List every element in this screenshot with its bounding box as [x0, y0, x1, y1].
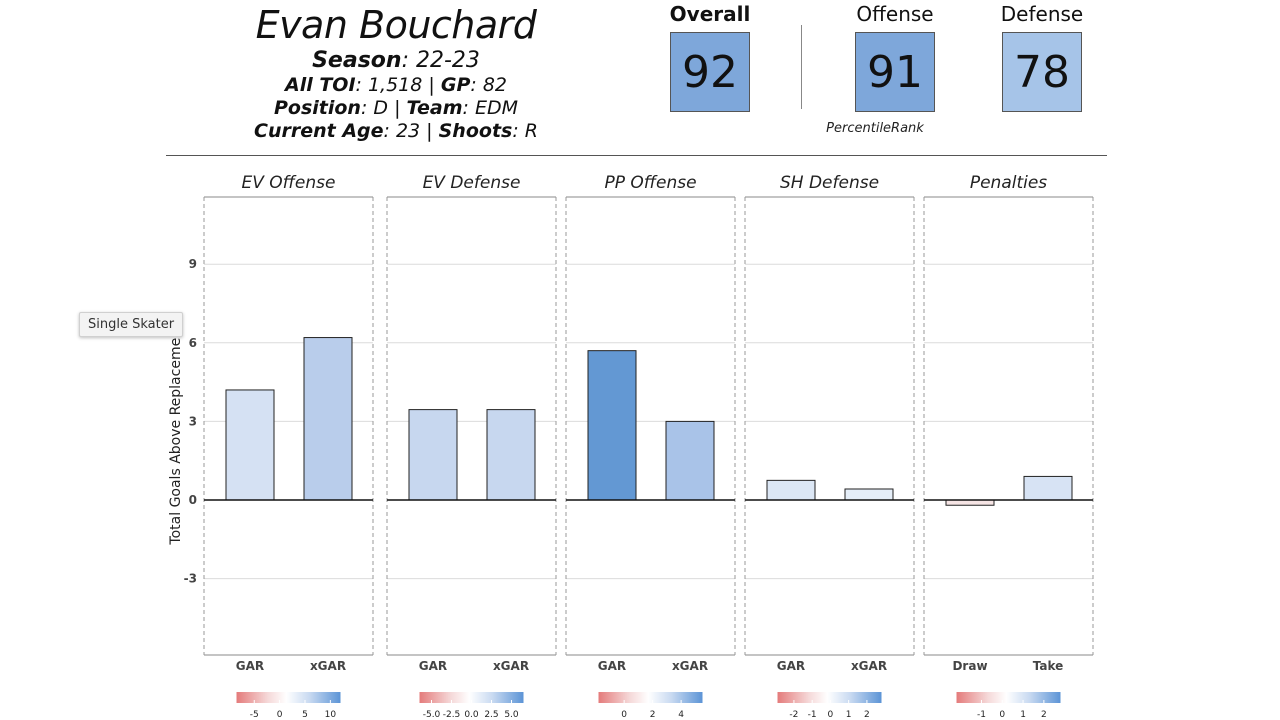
season-key: Season: [312, 48, 402, 73]
single-skater-tooltip: Single Skater: [79, 312, 184, 337]
legend-tick-label: -5.0: [423, 710, 441, 720]
offense-rating: Offense 91: [840, 0, 950, 112]
player-name: Evan Bouchard: [255, 3, 537, 47]
panel-title: EV Offense: [242, 173, 336, 193]
x-tick-label: xGAR: [310, 659, 346, 673]
position-line: Position: D | Team: EDM: [216, 97, 576, 120]
gp-key: GP: [440, 74, 471, 96]
shoots-value: : R: [512, 120, 538, 142]
legend-tick-label: 10: [325, 710, 337, 720]
toi-key: All TOI: [284, 74, 356, 96]
overall-label: Overall: [669, 2, 751, 26]
x-tick-label: GAR: [777, 659, 805, 673]
season-line: Season: 22-23: [216, 48, 576, 74]
x-tick-label: xGAR: [493, 659, 529, 673]
bar-xgar: [303, 337, 353, 501]
x-tick-label: GAR: [236, 659, 264, 673]
bar-xgar: [486, 409, 536, 501]
color-legend-bar: [236, 692, 341, 703]
y-tick-label: 3: [189, 414, 197, 428]
legend-tick-label: -2: [789, 710, 798, 720]
panel-title: PP Offense: [604, 173, 696, 193]
season-value: : 22-23: [401, 48, 480, 73]
bar-gar: [408, 409, 458, 501]
legend-tick-label: 2: [864, 710, 870, 720]
defense-rating: Defense 78: [987, 0, 1097, 112]
offense-score-box: 91: [855, 32, 935, 112]
legend-tick-label: -5: [250, 710, 259, 720]
panel-title: EV Defense: [423, 173, 521, 193]
legend-tick-label: 0: [828, 710, 834, 720]
legend-tick-label: 1: [1020, 710, 1026, 720]
legend-tick-label: -2.5: [443, 710, 461, 720]
position-key: Position: [273, 97, 361, 119]
overall-rating: Overall 92: [660, 0, 760, 112]
legend-tick-label: 0: [277, 710, 283, 720]
age-key: Current Age: [254, 120, 384, 142]
player-header: Evan Bouchard Season: 22-23 All TOI: 1,5…: [216, 0, 576, 143]
color-legend-bar: [777, 692, 882, 703]
bar-gar: [225, 389, 275, 501]
shoots-key: Shoots: [438, 120, 513, 142]
color-legend-bar: [598, 692, 703, 703]
panel-title: Penalties: [970, 173, 1047, 193]
team-key: Team: [406, 97, 463, 119]
defense-score-box: 78: [1002, 32, 1082, 112]
x-tick-label: xGAR: [851, 659, 887, 673]
rating-divider: [801, 25, 802, 109]
legend-tick-label: 0.0: [464, 710, 479, 720]
bar-gar: [587, 350, 637, 501]
gp-value: : 82: [470, 74, 507, 96]
bar-xgar: [665, 420, 715, 501]
legend-tick-label: 0: [999, 710, 1005, 720]
y-tick-label: 6: [189, 336, 197, 350]
color-legend-bar: [419, 692, 524, 703]
legend-tick-label: 4: [678, 710, 684, 720]
overall-score-box: 92: [670, 32, 750, 112]
age-line: Current Age: 23 | Shoots: R: [216, 120, 576, 143]
x-tick-label: GAR: [419, 659, 447, 673]
legend-tick-label: 5.0: [504, 710, 519, 720]
legend-tick-label: 2: [1041, 710, 1047, 720]
bar-take: [1023, 475, 1073, 501]
legend-tick-label: 2: [650, 710, 656, 720]
y-tick-label: 9: [189, 257, 197, 271]
legend-tick-label: 5: [302, 710, 308, 720]
offense-label: Offense: [856, 2, 934, 26]
x-tick-label: xGAR: [672, 659, 708, 673]
legend-tick-label: -1: [977, 710, 986, 720]
x-tick-label: Draw: [952, 659, 987, 673]
bar-xgar: [844, 488, 894, 501]
legend-tick-label: 2.5: [484, 710, 498, 720]
panel-title: SH Defense: [780, 173, 879, 193]
toi-line: All TOI: 1,518 | GP: 82: [216, 74, 576, 97]
y-tick-label: 0: [189, 493, 197, 507]
defense-label: Defense: [1000, 2, 1084, 26]
position-value: : D |: [360, 97, 407, 119]
y-axis-title: Total Goals Above Replacement: [168, 323, 184, 546]
x-tick-label: GAR: [598, 659, 626, 673]
toi-value: : 1,518 |: [355, 74, 441, 96]
y-tick-label: -3: [184, 572, 197, 586]
legend-tick-label: -1: [808, 710, 817, 720]
team-value: : EDM: [462, 97, 519, 119]
bar-gar: [766, 479, 816, 501]
header-divider: [166, 155, 1107, 156]
percentile-rank-label: PercentileRank: [826, 121, 924, 136]
legend-tick-label: 1: [846, 710, 852, 720]
legend-tick-label: 0: [621, 710, 627, 720]
age-value: : 23 |: [383, 120, 439, 142]
color-legend-bar: [956, 692, 1061, 703]
x-tick-label: Take: [1033, 659, 1064, 673]
